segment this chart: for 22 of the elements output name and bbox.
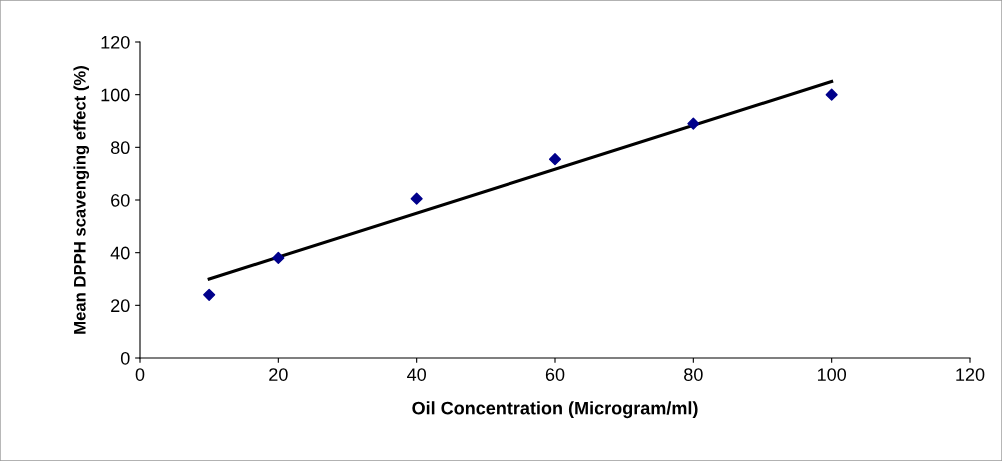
x-tick-label: 40 bbox=[407, 368, 426, 381]
y-tick-label: 0 bbox=[120, 351, 130, 365]
point bbox=[272, 251, 285, 265]
x-tick-label: 80 bbox=[684, 368, 703, 381]
y-tick-label: 60 bbox=[111, 193, 130, 207]
y-axis-title: Mean DPPH scavenging effect (%) bbox=[73, 66, 90, 334]
point bbox=[203, 288, 216, 301]
x-tick-label: 60 bbox=[545, 368, 565, 381]
y-tick-label: 120 bbox=[101, 35, 130, 49]
y-tick-label: 40 bbox=[110, 246, 130, 260]
y-tick-label: 80 bbox=[110, 141, 130, 155]
x-tick-label: 120 bbox=[956, 368, 985, 381]
x-axis-title: Oil Concentration (Microgram/ml) bbox=[412, 401, 698, 419]
x-tick-label: 100 bbox=[817, 368, 847, 381]
x-tick-label: 0 bbox=[135, 368, 145, 381]
y-tick-label: 100 bbox=[101, 88, 130, 102]
point bbox=[825, 88, 838, 101]
x-tick-label: 20 bbox=[269, 368, 288, 381]
point bbox=[548, 153, 562, 166]
y-tick-label: 20 bbox=[111, 299, 130, 313]
point bbox=[410, 192, 423, 205]
point bbox=[687, 117, 700, 130]
